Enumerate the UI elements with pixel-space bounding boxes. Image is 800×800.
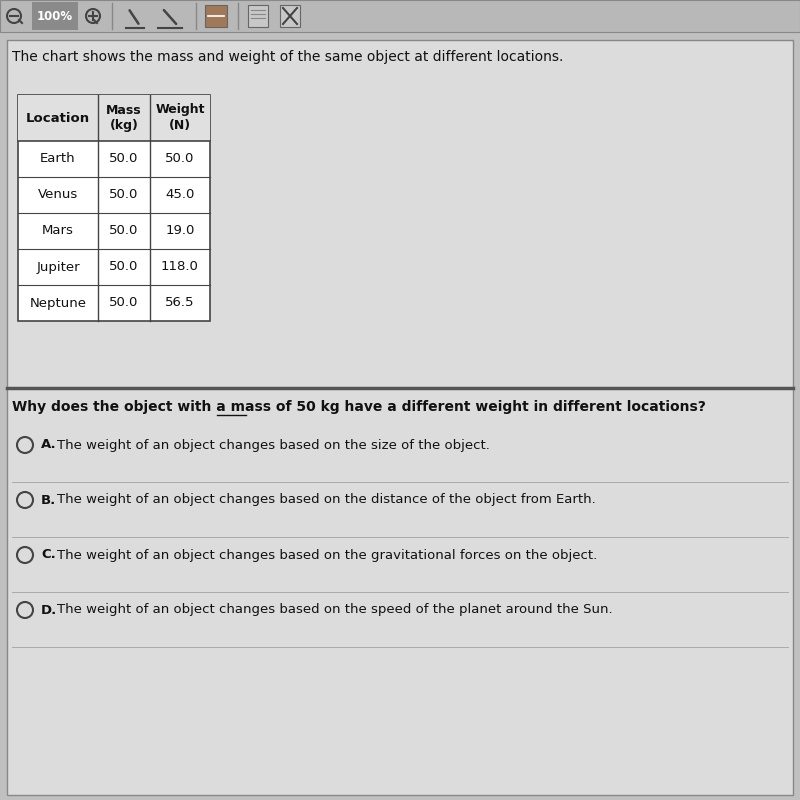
Text: A.: A. xyxy=(41,438,57,451)
FancyBboxPatch shape xyxy=(205,5,227,27)
Text: The chart shows the mass and weight of the same object at different locations.: The chart shows the mass and weight of t… xyxy=(12,50,563,64)
Text: The weight of an object changes based on the distance of the object from Earth.: The weight of an object changes based on… xyxy=(57,494,596,506)
Text: Mass
(kg): Mass (kg) xyxy=(106,103,142,133)
Text: C.: C. xyxy=(41,549,56,562)
Text: The weight of an object changes based on the size of the object.: The weight of an object changes based on… xyxy=(57,438,490,451)
Text: 56.5: 56.5 xyxy=(166,297,194,310)
Text: 19.0: 19.0 xyxy=(166,225,194,238)
Text: 50.0: 50.0 xyxy=(110,261,138,274)
Text: Mars: Mars xyxy=(42,225,74,238)
Text: 100%: 100% xyxy=(37,10,73,22)
FancyBboxPatch shape xyxy=(280,5,300,27)
Text: Earth: Earth xyxy=(40,153,76,166)
Text: 50.0: 50.0 xyxy=(110,189,138,202)
Text: Jupiter: Jupiter xyxy=(36,261,80,274)
FancyBboxPatch shape xyxy=(248,5,268,27)
Text: 50.0: 50.0 xyxy=(166,153,194,166)
Text: 50.0: 50.0 xyxy=(110,297,138,310)
Text: Venus: Venus xyxy=(38,189,78,202)
Text: Location: Location xyxy=(26,111,90,125)
Text: 45.0: 45.0 xyxy=(166,189,194,202)
Text: D.: D. xyxy=(41,603,58,617)
FancyBboxPatch shape xyxy=(18,95,210,321)
FancyBboxPatch shape xyxy=(0,0,800,32)
FancyBboxPatch shape xyxy=(32,2,78,30)
FancyBboxPatch shape xyxy=(18,95,210,141)
Text: 50.0: 50.0 xyxy=(110,225,138,238)
Text: Weight
(N): Weight (N) xyxy=(155,103,205,133)
Text: Neptune: Neptune xyxy=(30,297,86,310)
FancyBboxPatch shape xyxy=(7,40,793,795)
Text: 50.0: 50.0 xyxy=(110,153,138,166)
Text: Why does the object with a mass of 50 kg have a different weight in different lo: Why does the object with a mass of 50 kg… xyxy=(12,400,706,414)
Text: B.: B. xyxy=(41,494,56,506)
Text: 118.0: 118.0 xyxy=(161,261,199,274)
Text: The weight of an object changes based on the speed of the planet around the Sun.: The weight of an object changes based on… xyxy=(57,603,613,617)
Text: The weight of an object changes based on the gravitational forces on the object.: The weight of an object changes based on… xyxy=(57,549,598,562)
